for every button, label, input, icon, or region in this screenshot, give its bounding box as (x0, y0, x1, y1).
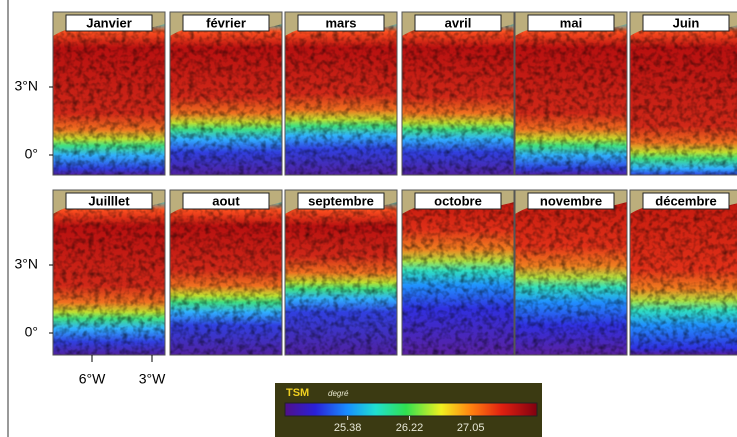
texture (515, 12, 627, 175)
month-map: Janvier (53, 12, 165, 175)
month-map: Juin (630, 12, 737, 175)
month-label: novembre (540, 193, 602, 208)
month-map: octobre (402, 190, 514, 355)
texture (285, 12, 397, 175)
texture (402, 190, 514, 355)
latitude-label: 3°N (15, 78, 39, 94)
longitude-label: 6°W (79, 371, 106, 387)
colorbar-unit: degré (328, 389, 349, 398)
colorbar-title: TSM (286, 387, 309, 399)
texture (170, 12, 282, 175)
month-label: octobre (434, 193, 482, 208)
month-map: novembre (515, 190, 627, 355)
texture (630, 12, 737, 175)
texture (53, 190, 165, 355)
month-label: avril (445, 15, 472, 30)
month-label: septembre (308, 193, 374, 208)
month-label: février (206, 15, 246, 30)
texture (53, 12, 165, 175)
colorbar-tick-label: 25.38 (334, 422, 362, 434)
month-map: février (170, 12, 282, 175)
month-map: Juilllet (53, 190, 165, 355)
month-label: Juilllet (88, 193, 130, 208)
latitude-label: 0° (25, 146, 38, 162)
texture (515, 190, 627, 355)
texture (630, 190, 737, 355)
colorbar (285, 403, 537, 416)
panels: Janvier février mars avril mai Juin Juilllet ao… (53, 12, 737, 355)
texture (285, 190, 397, 355)
latitude-label: 3°N (15, 256, 39, 272)
longitude-label: 3°W (139, 371, 166, 387)
month-label: mai (560, 15, 582, 30)
latitude-label: 0° (25, 324, 38, 340)
figure: Janvier février mars avril mai Juin Juilllet ao… (0, 0, 737, 437)
month-map: décembre (630, 190, 737, 355)
month-map: aout (170, 190, 282, 355)
colorbar-tick-label: 27.05 (457, 422, 485, 434)
month-map: mars (285, 12, 397, 175)
month-map: septembre (285, 190, 397, 355)
month-map: avril (402, 12, 514, 175)
month-label: aout (212, 193, 240, 208)
month-label: décembre (655, 193, 716, 208)
month-label: Juin (673, 15, 700, 30)
month-map: mai (515, 12, 627, 175)
colorbar-tick-label: 26.22 (396, 422, 424, 434)
month-label: mars (325, 15, 356, 30)
month-label: Janvier (86, 15, 132, 30)
texture (402, 12, 514, 175)
texture (170, 190, 282, 355)
